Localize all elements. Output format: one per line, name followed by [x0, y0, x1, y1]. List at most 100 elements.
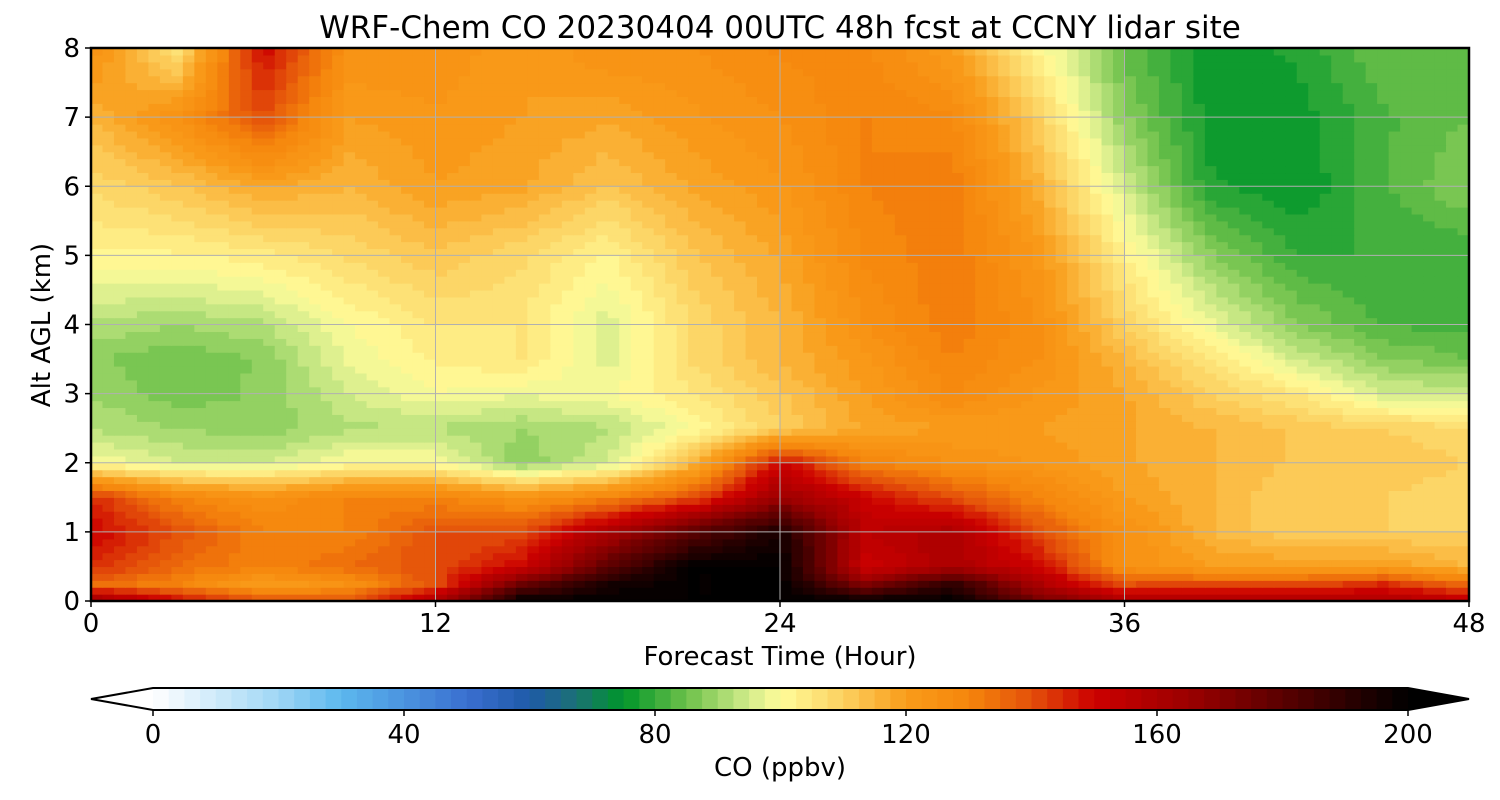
- field-cell: [538, 566, 551, 574]
- field-cell: [1262, 448, 1275, 457]
- field-cell: [378, 483, 391, 491]
- field-cell: [1078, 448, 1091, 457]
- field-cell: [699, 518, 712, 526]
- field-cell: [1216, 573, 1229, 581]
- field-cell: [309, 573, 322, 581]
- field-cell: [1296, 476, 1309, 485]
- field-cell: [848, 365, 861, 374]
- field-cell: [355, 435, 368, 443]
- field-cell: [1239, 580, 1252, 588]
- field-cell: [607, 559, 620, 568]
- field-cell: [802, 490, 816, 498]
- field-cell: [791, 566, 804, 574]
- field-cell: [458, 352, 471, 360]
- field-cell: [1101, 566, 1114, 574]
- field-cell: [711, 386, 724, 395]
- field-cell: [573, 524, 586, 533]
- field-cell: [481, 331, 494, 339]
- field-cell: [435, 573, 448, 581]
- field-cell: [1411, 338, 1424, 346]
- field-cell: [929, 566, 942, 574]
- field-cell: [825, 587, 839, 595]
- field-cell: [1434, 587, 1447, 595]
- field-cell: [136, 386, 150, 395]
- field-cell: [320, 442, 333, 450]
- field-cell: [469, 324, 483, 333]
- field-cell: [1078, 372, 1091, 381]
- field-cell: [1193, 559, 1206, 568]
- field-cell: [1354, 359, 1367, 367]
- field-cell: [424, 407, 437, 415]
- field-cell: [240, 379, 253, 388]
- field-cell: [274, 587, 287, 595]
- field-cell: [917, 365, 930, 374]
- field-cell: [366, 365, 379, 374]
- field-cell: [653, 469, 666, 478]
- field-cell: [768, 365, 781, 374]
- field-cell: [1158, 400, 1172, 409]
- field-cell: [1285, 462, 1298, 471]
- field-cell: [217, 310, 230, 319]
- field-cell: [504, 317, 517, 326]
- field-cell: [1113, 469, 1126, 478]
- field-cell: [125, 490, 138, 498]
- field-cell: [205, 594, 218, 601]
- field-cell: [1193, 442, 1206, 450]
- field-cell: [917, 566, 930, 574]
- field-cell: [584, 324, 597, 333]
- field-cell: [1044, 518, 1057, 526]
- field-cell: [1124, 566, 1137, 574]
- field-cell: [148, 469, 161, 478]
- field-cell: [332, 531, 345, 540]
- field-cell: [1021, 524, 1034, 533]
- field-cell: [1158, 317, 1172, 326]
- field-cell: [1067, 421, 1080, 429]
- field-cell: [297, 435, 310, 443]
- field-cell: [240, 545, 253, 554]
- field-cell: [871, 552, 884, 561]
- field-cell: [332, 386, 345, 395]
- field-cell: [1285, 469, 1298, 478]
- field-cell: [343, 386, 356, 395]
- field-cell: [837, 538, 850, 547]
- field-cell: [940, 310, 953, 319]
- field-cell: [561, 428, 574, 436]
- field-cell: [113, 524, 127, 533]
- field-cell: [1331, 580, 1344, 588]
- field-cell: [1239, 566, 1252, 574]
- field-cell: [538, 524, 551, 533]
- field-cell: [378, 462, 391, 471]
- field-cell: [401, 587, 414, 595]
- field-cell: [1101, 524, 1114, 533]
- field-cell: [458, 386, 471, 395]
- field-cell: [1273, 393, 1286, 402]
- field-cell: [584, 345, 597, 353]
- field-cell: [251, 400, 264, 409]
- field-cell: [366, 518, 379, 526]
- field-cell: [446, 324, 460, 333]
- field-cell: [1400, 455, 1413, 464]
- field-cell: [1377, 352, 1390, 360]
- field-cell: [263, 400, 276, 409]
- field-cell: [1434, 365, 1447, 374]
- field-cell: [573, 587, 586, 595]
- field-cell: [998, 531, 1011, 540]
- field-cell: [630, 359, 643, 367]
- field-cell: [688, 407, 701, 415]
- field-cell: [699, 559, 712, 568]
- field-cell: [963, 331, 976, 339]
- field-cell: [389, 511, 402, 519]
- field-cell: [492, 435, 505, 443]
- field-cell: [251, 524, 264, 533]
- field-cell: [1055, 587, 1068, 595]
- field-cell: [1285, 504, 1298, 512]
- field-cell: [446, 524, 460, 533]
- field-cell: [745, 338, 758, 346]
- field-cell: [780, 469, 793, 478]
- field-cell: [619, 365, 632, 374]
- field-cell: [642, 372, 655, 381]
- field-cell: [688, 365, 701, 374]
- field-cell: [952, 338, 965, 346]
- field-cell: [1423, 504, 1436, 512]
- field-cell: [1308, 455, 1321, 464]
